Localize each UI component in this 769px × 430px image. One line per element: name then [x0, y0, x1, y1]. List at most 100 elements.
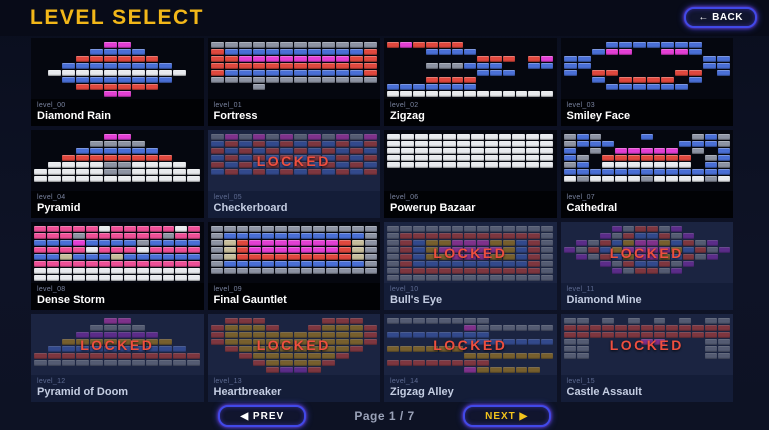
level-card-level_04[interactable]: level_04 Pyramid — [31, 130, 204, 218]
brick — [563, 169, 576, 175]
brick — [280, 70, 294, 76]
brick — [124, 268, 136, 274]
level-id: level_03 — [566, 102, 595, 109]
brick — [587, 240, 599, 246]
brick — [484, 155, 498, 161]
brick — [47, 233, 60, 239]
brick — [287, 261, 300, 267]
level-card-level_09[interactable]: level_09 Final Gauntlet — [207, 222, 380, 310]
brick — [145, 70, 159, 76]
brick — [528, 268, 541, 274]
brick — [252, 318, 266, 324]
brick-pattern — [387, 134, 554, 168]
brick — [335, 77, 349, 83]
prev-button[interactable]: ◀ PREV — [218, 405, 307, 427]
brick — [464, 353, 477, 359]
next-button[interactable]: NEXT ▶ — [462, 405, 551, 427]
brick — [363, 162, 377, 168]
level-card-level_07[interactable]: level_07 Cathedral — [560, 130, 733, 218]
brick — [349, 42, 363, 48]
back-button[interactable]: ← BACK — [684, 7, 757, 28]
brick — [563, 148, 576, 154]
brick — [145, 353, 159, 359]
brick — [429, 148, 442, 154]
brick — [249, 233, 262, 239]
brick — [252, 169, 266, 175]
brick — [136, 275, 149, 281]
brick — [89, 84, 103, 90]
level-card-level_08[interactable]: level_08 Dense Storm — [31, 222, 204, 310]
brick — [252, 162, 266, 168]
brick — [591, 49, 605, 55]
brick — [145, 346, 159, 352]
brick — [615, 325, 628, 331]
brick — [60, 254, 72, 260]
brick — [512, 155, 526, 161]
brick — [470, 134, 484, 140]
brick — [98, 233, 111, 239]
brick — [266, 77, 280, 83]
level-card-level_11: LOCKED level_11 Diamond Mine — [560, 222, 733, 310]
brick — [635, 233, 647, 239]
brick — [415, 162, 429, 168]
brick — [679, 176, 692, 182]
brick — [335, 42, 349, 48]
brick — [72, 226, 85, 232]
brick-pattern — [34, 42, 200, 97]
brick — [704, 169, 717, 175]
level-id: level_10 — [390, 286, 419, 293]
brick — [563, 162, 576, 168]
level-card-level_01[interactable]: level_01 Fortress — [207, 38, 380, 126]
brick — [563, 247, 575, 253]
brick — [85, 226, 98, 232]
level-name: Pyramid of Doom — [37, 386, 129, 398]
brick — [575, 240, 587, 246]
brick — [387, 268, 400, 274]
brick — [515, 339, 528, 345]
brick — [563, 155, 576, 161]
brick — [717, 325, 730, 331]
brick — [647, 77, 661, 83]
brick — [502, 56, 515, 62]
brick — [322, 325, 335, 331]
brick — [149, 226, 162, 232]
brick — [188, 268, 201, 274]
brick — [387, 318, 400, 324]
brick — [210, 141, 224, 147]
brick — [294, 155, 308, 161]
level-card-level_02[interactable]: level_02 Zigzag — [384, 38, 557, 126]
brick — [451, 226, 464, 232]
brick — [489, 226, 502, 232]
brick — [425, 77, 438, 83]
brick — [103, 42, 117, 48]
brick — [210, 339, 224, 345]
brick — [117, 155, 131, 161]
brick — [313, 254, 326, 260]
brick — [615, 176, 628, 182]
level-card-level_00[interactable]: level_00 Diamond Rain — [31, 38, 204, 126]
brick — [599, 233, 611, 239]
brick — [210, 254, 223, 260]
brick — [131, 360, 145, 366]
brick — [438, 91, 451, 97]
level-card-level_12: LOCKED level_12 Pyramid of Doom — [31, 314, 204, 402]
brick — [159, 162, 173, 168]
brick — [413, 233, 425, 239]
brick — [400, 233, 413, 239]
level-label-bar: level_13 Heartbreaker — [207, 375, 380, 402]
brick — [541, 261, 554, 267]
brick — [287, 233, 300, 239]
brick — [252, 339, 266, 345]
brick — [210, 261, 223, 267]
brick — [679, 155, 692, 161]
level-card-level_03[interactable]: level_03 Smiley Face — [560, 38, 733, 126]
brick — [238, 141, 252, 147]
brick — [210, 233, 223, 239]
level-card-level_06[interactable]: level_06 Powerup Bazaar — [384, 130, 557, 218]
level-preview — [31, 130, 204, 191]
brick — [224, 134, 238, 140]
brick — [117, 360, 131, 366]
brick — [308, 56, 322, 62]
brick — [103, 346, 117, 352]
brick — [335, 134, 349, 140]
